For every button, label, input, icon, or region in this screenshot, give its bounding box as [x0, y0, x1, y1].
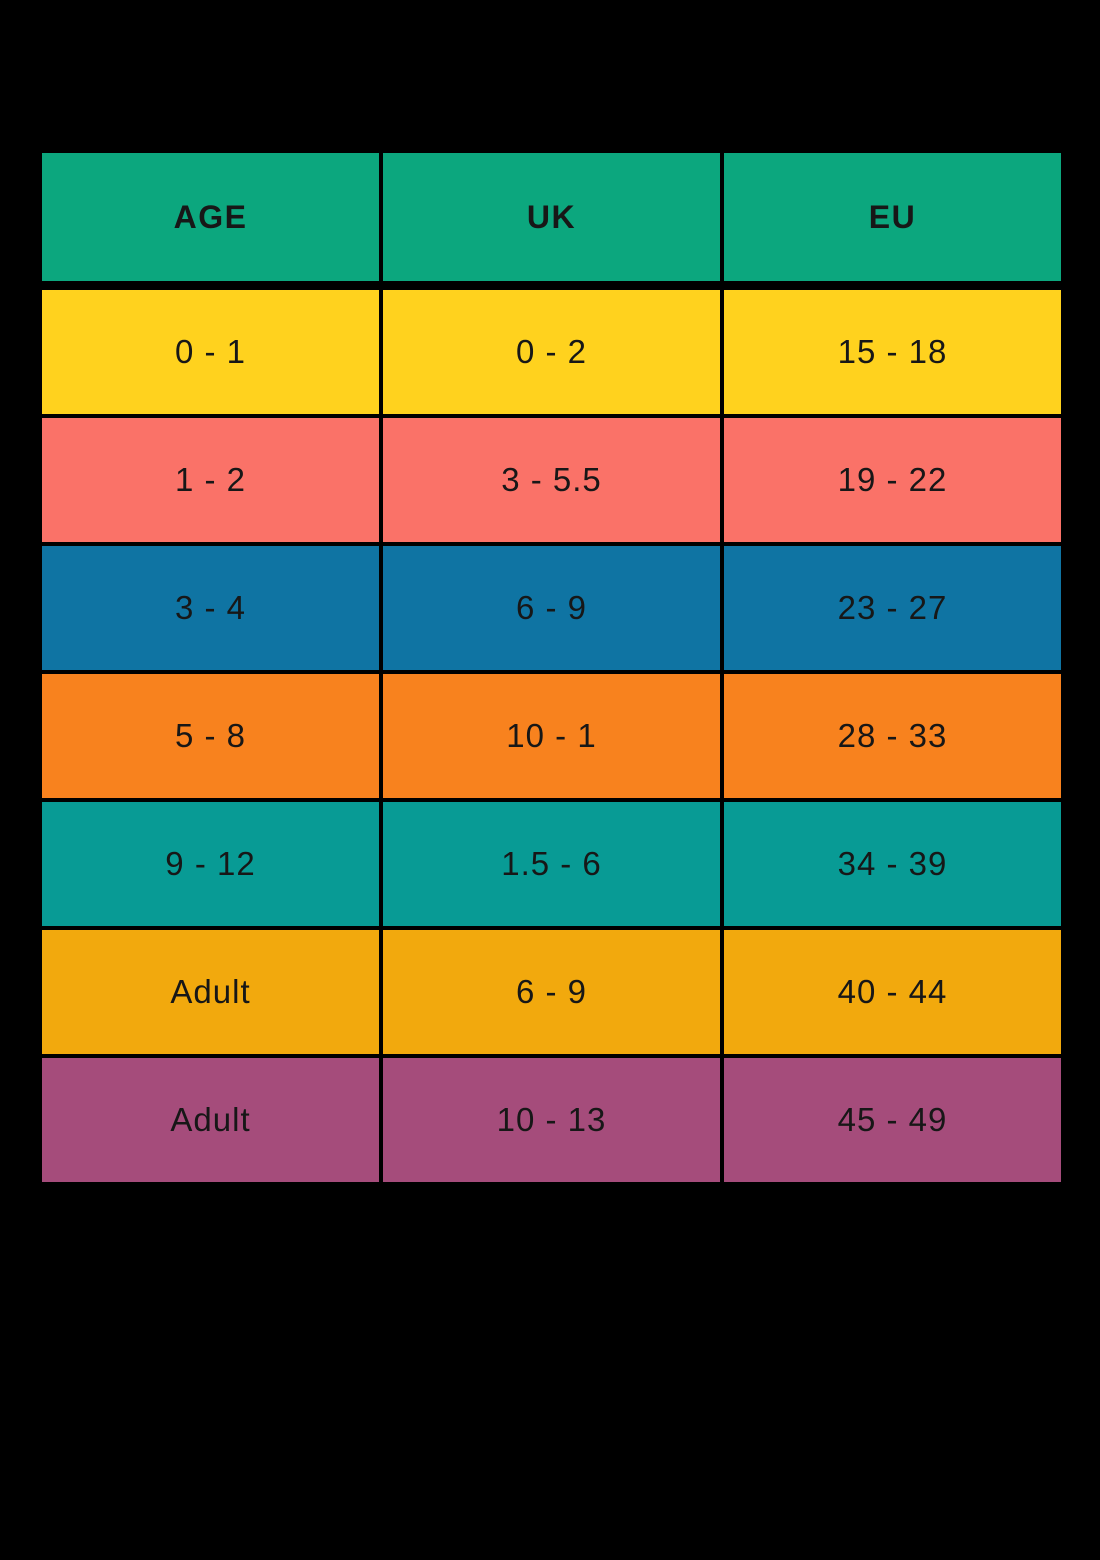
- eu-size-cell: 15 - 18: [724, 290, 1061, 414]
- age-cell: 3 - 4: [42, 546, 379, 670]
- column-header-eu: EU: [724, 153, 1061, 281]
- age-cell: Adult: [42, 930, 379, 1054]
- eu-size-cell: 34 - 39: [724, 802, 1061, 926]
- age-cell: Adult: [42, 1058, 379, 1182]
- uk-size-cell: 10 - 13: [383, 1058, 720, 1182]
- table-row: 9 - 12 1.5 - 6 34 - 39: [42, 802, 1061, 926]
- table-row: 5 - 8 10 - 1 28 - 33: [42, 674, 1061, 798]
- age-cell: 1 - 2: [42, 418, 379, 542]
- table-row: Adult 6 - 9 40 - 44: [42, 930, 1061, 1054]
- eu-size-cell: 19 - 22: [724, 418, 1061, 542]
- eu-size-cell: 40 - 44: [724, 930, 1061, 1054]
- age-cell: 9 - 12: [42, 802, 379, 926]
- uk-size-cell: 3 - 5.5: [383, 418, 720, 542]
- uk-size-cell: 0 - 2: [383, 290, 720, 414]
- age-cell: 0 - 1: [42, 290, 379, 414]
- eu-size-cell: 23 - 27: [724, 546, 1061, 670]
- table-row: 1 - 2 3 - 5.5 19 - 22: [42, 418, 1061, 542]
- column-header-age: AGE: [42, 153, 379, 281]
- eu-size-cell: 45 - 49: [724, 1058, 1061, 1182]
- size-conversion-table: AGE UK EU 0 - 1 0 - 2 15 - 18 1 - 2 3 - …: [42, 153, 1061, 1182]
- table-row: Adult 10 - 13 45 - 49: [42, 1058, 1061, 1182]
- age-cell: 5 - 8: [42, 674, 379, 798]
- uk-size-cell: 1.5 - 6: [383, 802, 720, 926]
- eu-size-cell: 28 - 33: [724, 674, 1061, 798]
- uk-size-cell: 6 - 9: [383, 546, 720, 670]
- header-row: AGE UK EU: [42, 153, 1061, 281]
- table-row: 0 - 1 0 - 2 15 - 18: [42, 290, 1061, 414]
- column-header-uk: UK: [383, 153, 720, 281]
- table-row: 3 - 4 6 - 9 23 - 27: [42, 546, 1061, 670]
- uk-size-cell: 10 - 1: [383, 674, 720, 798]
- uk-size-cell: 6 - 9: [383, 930, 720, 1054]
